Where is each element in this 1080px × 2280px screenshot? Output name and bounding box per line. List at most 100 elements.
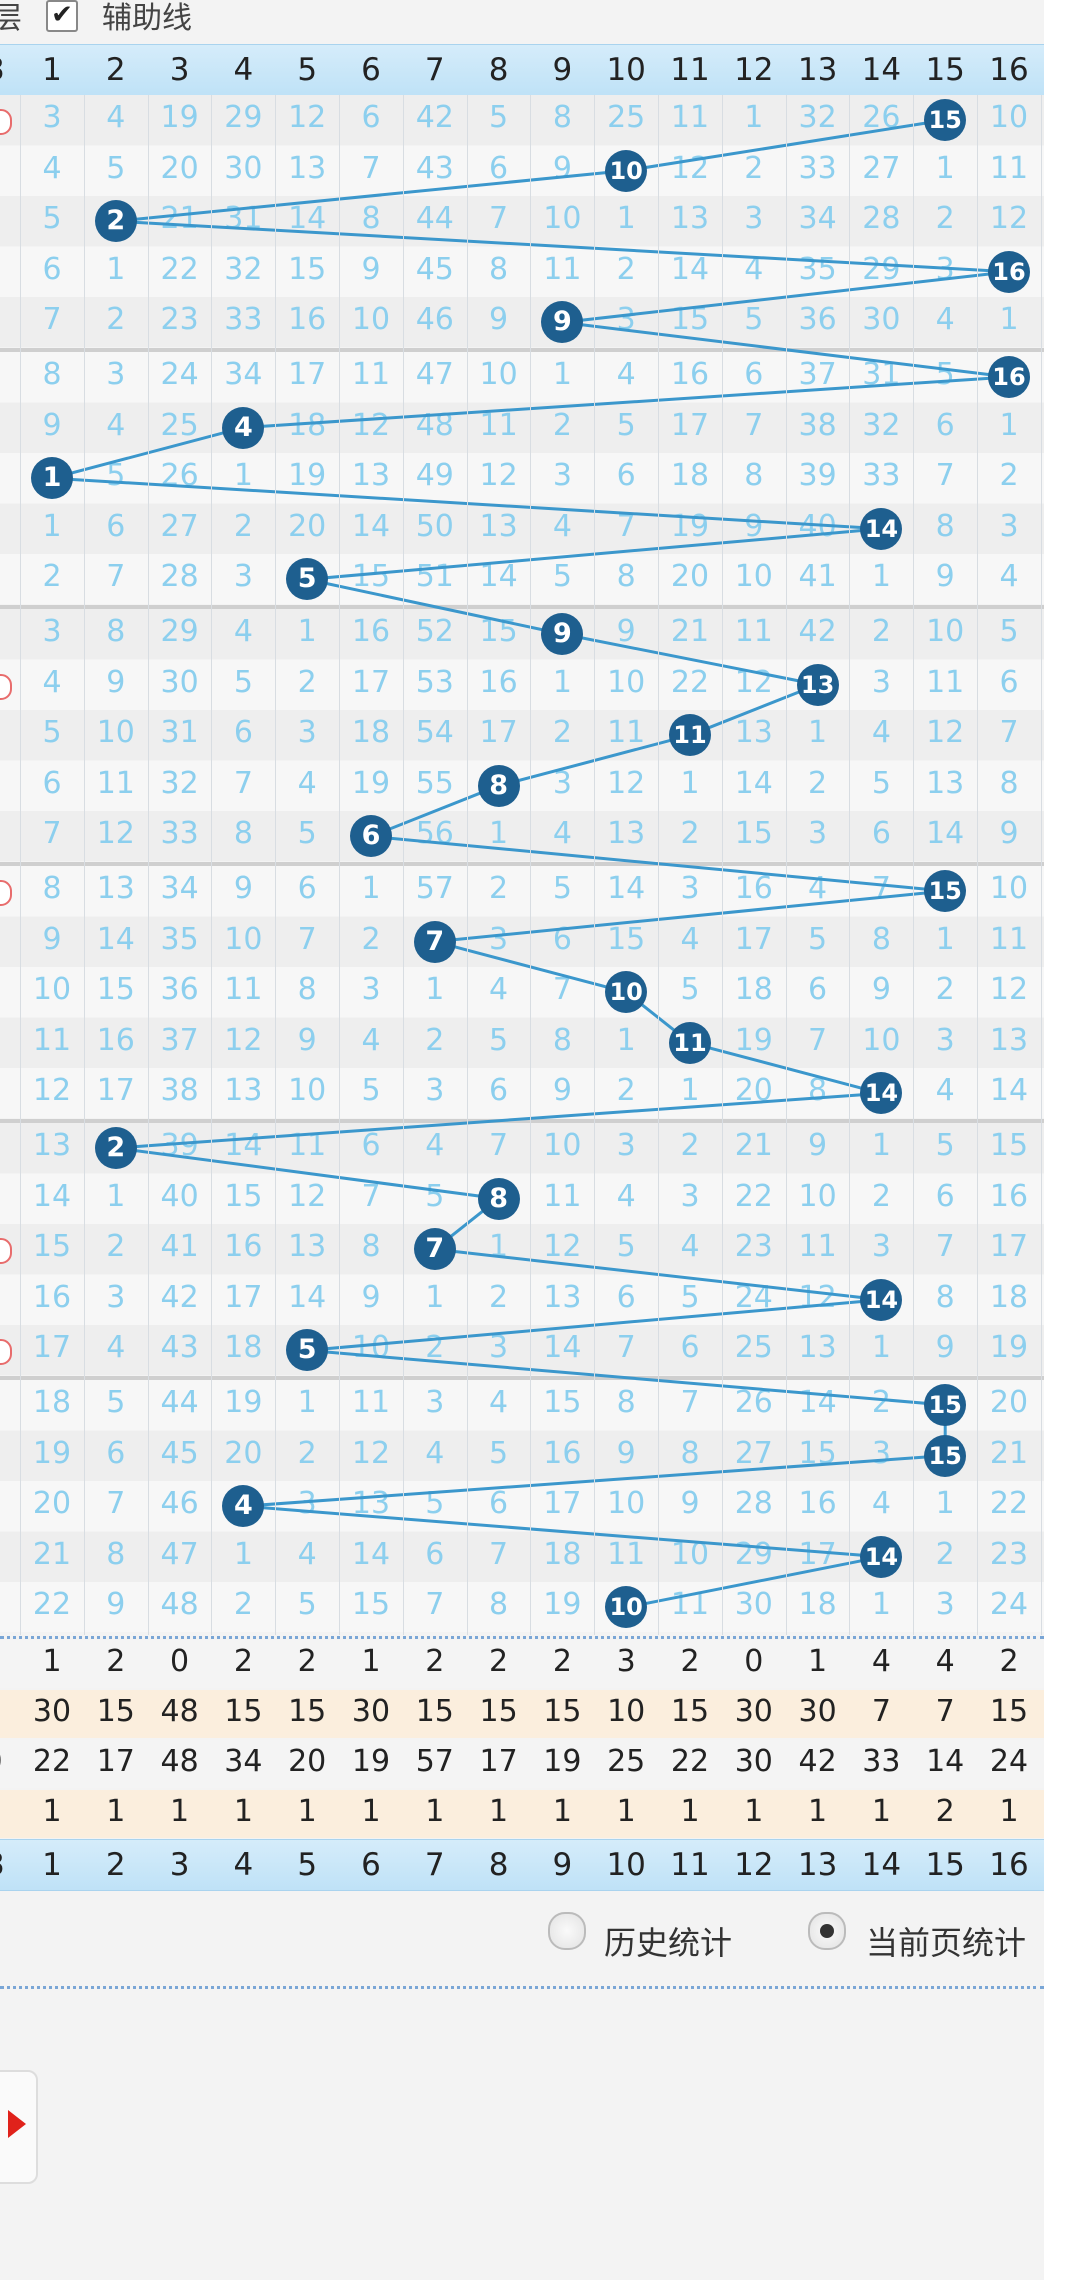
guide-line-checkbox[interactable]: ✔	[46, 0, 78, 32]
grid-cell: 11	[798, 1229, 837, 1265]
grid-cell: 11	[926, 664, 965, 700]
grid-cell: 9	[233, 871, 253, 906]
grid-cell: 7	[616, 508, 636, 544]
stats-cell: 1	[680, 1794, 700, 1829]
grid-cell: 1	[999, 302, 1019, 338]
grid-cell: 2	[999, 458, 1019, 494]
grid-cell: 36	[160, 972, 199, 1008]
table-row	[0, 1380, 1044, 1430]
grid-cell: 15	[224, 1178, 263, 1214]
stats-cell: 19	[351, 1744, 391, 1779]
stats-cell: 1	[42, 1644, 62, 1679]
grid-cell: 47	[415, 357, 454, 392]
grid-cell: 57	[415, 871, 454, 906]
grid-cell: 17	[32, 1330, 72, 1366]
grid-cell: 1	[871, 1330, 891, 1366]
footer-left-fragment: 3	[0, 1840, 10, 1890]
stats-cell: 1	[425, 1794, 445, 1829]
grid-cell: 4	[871, 715, 891, 751]
grid-cell: 7	[106, 559, 126, 595]
grid-cell: 1	[106, 251, 126, 287]
grid-cell: 20	[989, 1385, 1029, 1420]
grid-cell: 6	[42, 251, 62, 287]
grid-cell: 10	[543, 1128, 582, 1163]
grid-cell: 16	[32, 1279, 72, 1315]
stats-cell: 1	[297, 1794, 317, 1829]
grid-cell: 30	[224, 150, 263, 186]
stats-cell: 22	[32, 1744, 72, 1779]
grid-cell: 7	[935, 458, 955, 494]
grid-cell: 29	[160, 614, 199, 649]
grid-cell: 5	[808, 921, 828, 957]
hit-marker: 11	[669, 1021, 711, 1064]
stats-row	[0, 1740, 1044, 1788]
table-row	[0, 1017, 1044, 1068]
grid-cell: 3	[425, 1073, 445, 1109]
grid-cell: 1	[999, 407, 1019, 443]
grid-cell: 4	[106, 407, 126, 443]
grid-cell: 1	[871, 1587, 891, 1623]
column-header-cell: 5	[297, 1847, 318, 1883]
grid-cell: 5	[425, 1486, 445, 1522]
grid-cell: 10	[543, 201, 582, 237]
grid-cell: 19	[160, 100, 199, 135]
grid-cell: 30	[862, 302, 901, 338]
grid-cell: 1	[808, 715, 828, 751]
history-stats-radio[interactable]	[548, 1912, 586, 1950]
table-row	[0, 1582, 1044, 1633]
grid-cell: 1	[361, 871, 381, 906]
grid-cell: 13	[543, 1279, 582, 1315]
grid-cell: 13	[96, 871, 135, 906]
hit-marker: 15	[924, 99, 967, 141]
stats-cell: 1	[808, 1644, 828, 1679]
grid-column-line	[275, 95, 277, 1635]
grid-cell: 33	[798, 150, 837, 186]
guide-line-label: 辅助线	[102, 1, 192, 36]
stats-cell: 1	[489, 1794, 509, 1829]
hit-marker: 13	[796, 663, 839, 706]
grid-cell: 29	[224, 100, 263, 135]
current-page-stats-radio[interactable]	[808, 1912, 846, 1950]
hit-marker: 9	[541, 301, 584, 344]
grid-cell: 5	[297, 1587, 317, 1623]
grid-cell: 3	[297, 715, 317, 751]
grid-cell: 6	[106, 1435, 126, 1471]
column-header-cell: 14	[861, 1847, 902, 1883]
trend-segment	[115, 1146, 499, 1201]
grid-cell: 7	[297, 921, 317, 957]
grid-cell: 6	[616, 458, 636, 494]
grid-cell: 11	[607, 715, 646, 751]
grid-cell: 7	[680, 1385, 700, 1420]
history-stats-label: 历史统计	[604, 1924, 733, 1962]
header-left-fragment: 3	[0, 45, 10, 95]
grid-cell: 1	[616, 201, 636, 237]
grid-cell: 7	[999, 715, 1019, 751]
grid-cell: 9	[808, 1128, 828, 1163]
grid-cell: 44	[160, 1385, 199, 1420]
grid-cell: 10	[351, 302, 391, 338]
grid-cell: 2	[935, 201, 955, 237]
stats-cell: 2	[680, 1644, 700, 1679]
grid-cell: 10	[32, 972, 72, 1008]
grid-cell: 12	[351, 407, 391, 443]
grid-cell: 7	[361, 150, 381, 186]
grid-cell: 15	[351, 559, 391, 595]
grid-cell: 11	[989, 921, 1029, 957]
grid-cell: 8	[616, 559, 636, 595]
grid-cell: 9	[361, 1279, 381, 1315]
column-header-cell: 7	[424, 52, 445, 88]
grid-cell: 17	[989, 1229, 1029, 1265]
grid-cell: 11	[734, 614, 773, 649]
column-header-cell: 3	[169, 1847, 190, 1883]
grid-cell: 15	[351, 1587, 391, 1623]
grid-cell: 21	[989, 1435, 1029, 1471]
hit-marker: 14	[860, 1278, 903, 1321]
grid-cell: 33	[224, 302, 263, 338]
grid-cell: 17	[288, 357, 327, 392]
column-header-cell: 14	[861, 52, 902, 88]
grid-cell: 5	[106, 150, 126, 186]
grid-cell: 25	[160, 407, 199, 443]
grid-cell: 10	[607, 1486, 646, 1522]
grid-cell: 12	[351, 1435, 391, 1471]
